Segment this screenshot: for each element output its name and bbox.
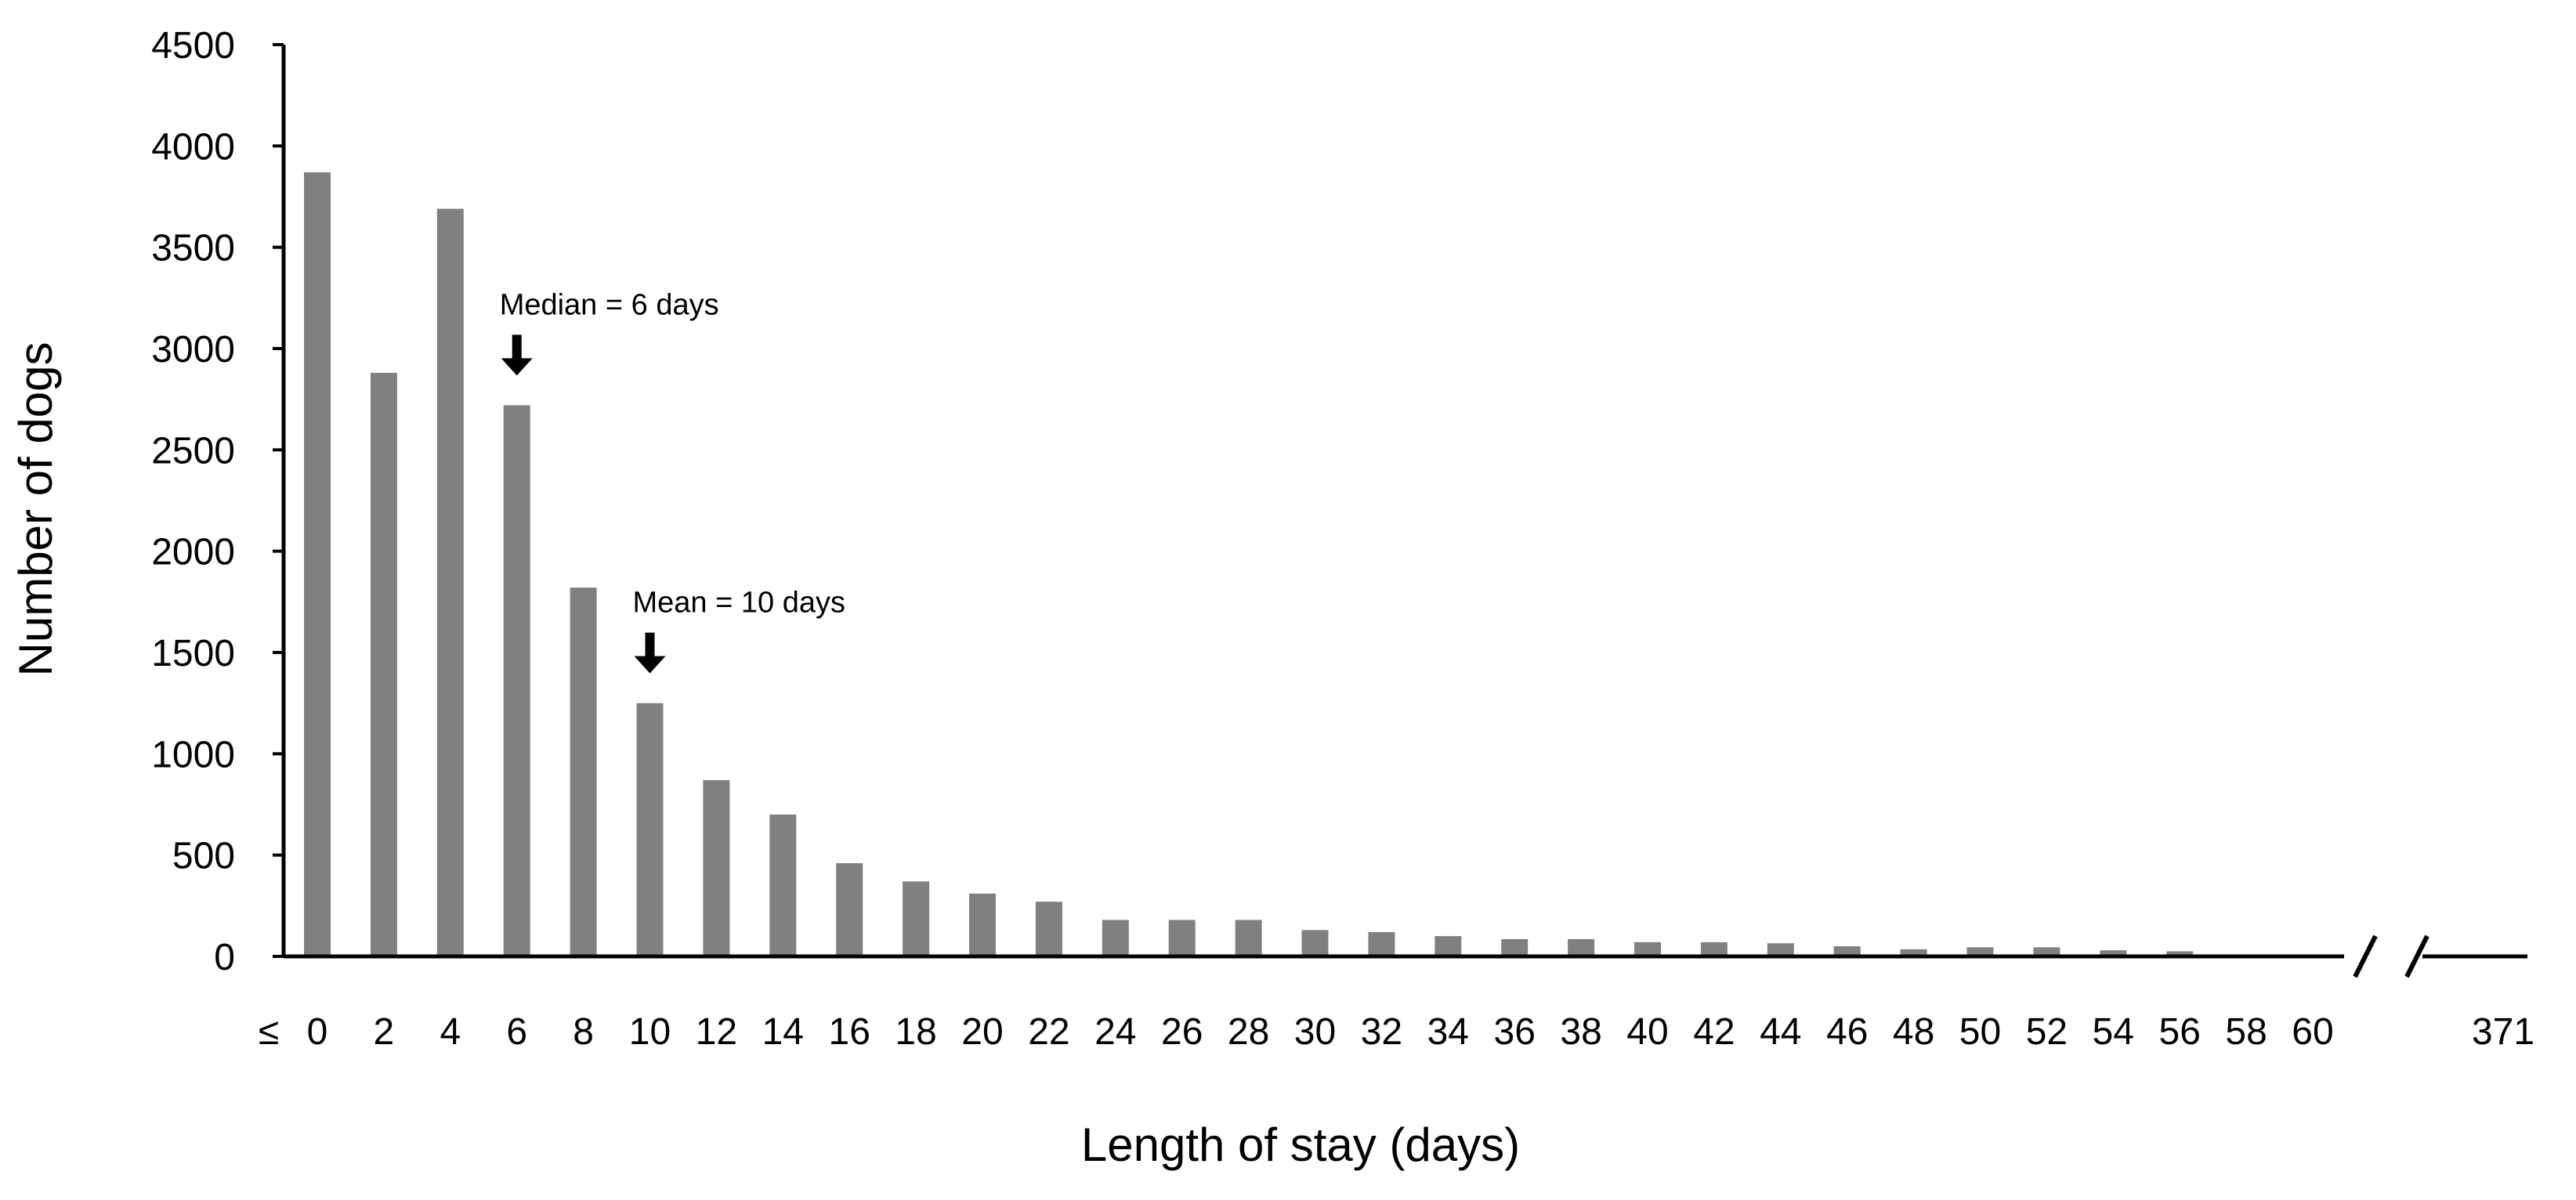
down-arrow-icon [645, 632, 655, 658]
x-tick-label: 10 [629, 1011, 671, 1053]
down-arrow-icon [634, 656, 666, 674]
x-tick-label: 40 [1626, 1011, 1668, 1053]
annotation-label: Mean = 10 days [633, 587, 845, 620]
y-tick-label: 3000 [151, 329, 235, 370]
x-tick-label: 0 [307, 1011, 328, 1053]
x-tick-label: 32 [1361, 1011, 1402, 1053]
x-tick-label: 34 [1427, 1011, 1469, 1053]
x-tick-label: 6 [506, 1011, 527, 1053]
x-tick-label: 56 [2159, 1011, 2201, 1053]
annotation-label: Median = 6 days [500, 288, 719, 321]
bar-36 [1501, 939, 1529, 956]
axis-break-mark-left [2353, 934, 2378, 978]
bar-18 [903, 881, 930, 956]
y-tick-label: 1000 [151, 734, 235, 775]
x-tick-label: 14 [762, 1011, 804, 1053]
x-tick-label: 30 [1294, 1011, 1336, 1053]
axes [273, 43, 2527, 978]
down-arrow-icon [501, 358, 533, 376]
bar-14 [769, 814, 797, 956]
bar-34 [1435, 936, 1462, 956]
bar-38 [1568, 939, 1595, 956]
bar-10 [636, 703, 664, 956]
bar-28 [1235, 920, 1262, 956]
y-tick-label: 2000 [151, 532, 235, 573]
bar-26 [1168, 920, 1196, 956]
x-tick-label: 16 [829, 1011, 870, 1053]
bar-24 [1102, 920, 1129, 956]
x-tick-label: 60 [2292, 1011, 2333, 1053]
axis-break-mark-right [2404, 934, 2429, 978]
bar-40 [1634, 942, 1661, 956]
x-tick-label: 54 [2093, 1011, 2134, 1053]
bar-12 [703, 780, 730, 956]
bar-48 [1900, 949, 1927, 956]
x-tick-label: 24 [1094, 1011, 1136, 1053]
bar-0 [304, 172, 331, 956]
bar-32 [1368, 932, 1395, 956]
x-tick-label: 371 [2472, 1011, 2534, 1053]
bar-44 [1767, 943, 1794, 956]
x-tick-label: 18 [895, 1011, 936, 1053]
y-tick-label: 4000 [151, 126, 235, 168]
x-tick-label: 36 [1494, 1011, 1536, 1053]
bar-54 [2100, 950, 2127, 956]
x-tick-label: 48 [1893, 1011, 1934, 1053]
bar-30 [1301, 930, 1329, 956]
x-tick-label: 44 [1760, 1011, 1801, 1053]
x-tick-prefix: ≤ [259, 1011, 279, 1053]
bar-8 [570, 587, 597, 956]
bar-20 [969, 893, 996, 956]
x-tick-label: 8 [573, 1011, 594, 1053]
x-tick-label: 46 [1826, 1011, 1868, 1053]
x-tick-label: 42 [1693, 1011, 1735, 1053]
y-axis-ticks: 0 500 1000 1500 2000 2500 3000 3500 4000 4500 [151, 25, 284, 978]
annotations: Median = 6 days Mean = 10 days [500, 288, 845, 674]
x-tick-label: 22 [1028, 1011, 1069, 1053]
x-axis-title: Length of stay (days) [1081, 1119, 1520, 1171]
x-tick-label: 4 [440, 1011, 461, 1053]
y-axis-title: Number of dogs [9, 342, 62, 677]
bar-42 [1700, 942, 1728, 956]
x-tick-label: 12 [696, 1011, 737, 1053]
y-tick-label: 500 [172, 836, 235, 877]
x-tick-label: 50 [1959, 1011, 2001, 1053]
y-tick-label: 0 [214, 937, 235, 978]
x-axis-ticks: 0 2 4 6 8 10 12 14 16 18 20 22 24 26 28 30 32 34 36 38 40 42 4… [259, 1011, 2534, 1053]
x-tick-label: 52 [2026, 1011, 2068, 1053]
y-tick-label: 4500 [151, 25, 235, 67]
bar-4 [436, 208, 464, 956]
down-arrow-icon [512, 334, 522, 360]
bar-46 [1833, 946, 1861, 956]
bar-22 [1035, 902, 1062, 956]
bar-50 [1966, 947, 1994, 956]
x-tick-label: 26 [1161, 1011, 1203, 1053]
y-tick-label: 1500 [151, 633, 235, 674]
bar-52 [2033, 947, 2060, 956]
x-tick-label: 58 [2225, 1011, 2267, 1053]
y-tick-label: 2500 [151, 430, 235, 472]
x-tick-label: 2 [374, 1011, 395, 1053]
x-tick-label: 20 [961, 1011, 1003, 1053]
bar-56 [2166, 951, 2194, 956]
x-tick-label: 28 [1228, 1011, 1269, 1053]
y-tick-label: 3500 [151, 228, 235, 269]
bar-2 [370, 373, 397, 956]
bars [304, 172, 2194, 956]
x-tick-label: 38 [1560, 1011, 1601, 1053]
bar-6 [503, 405, 530, 956]
bar-16 [836, 863, 863, 956]
